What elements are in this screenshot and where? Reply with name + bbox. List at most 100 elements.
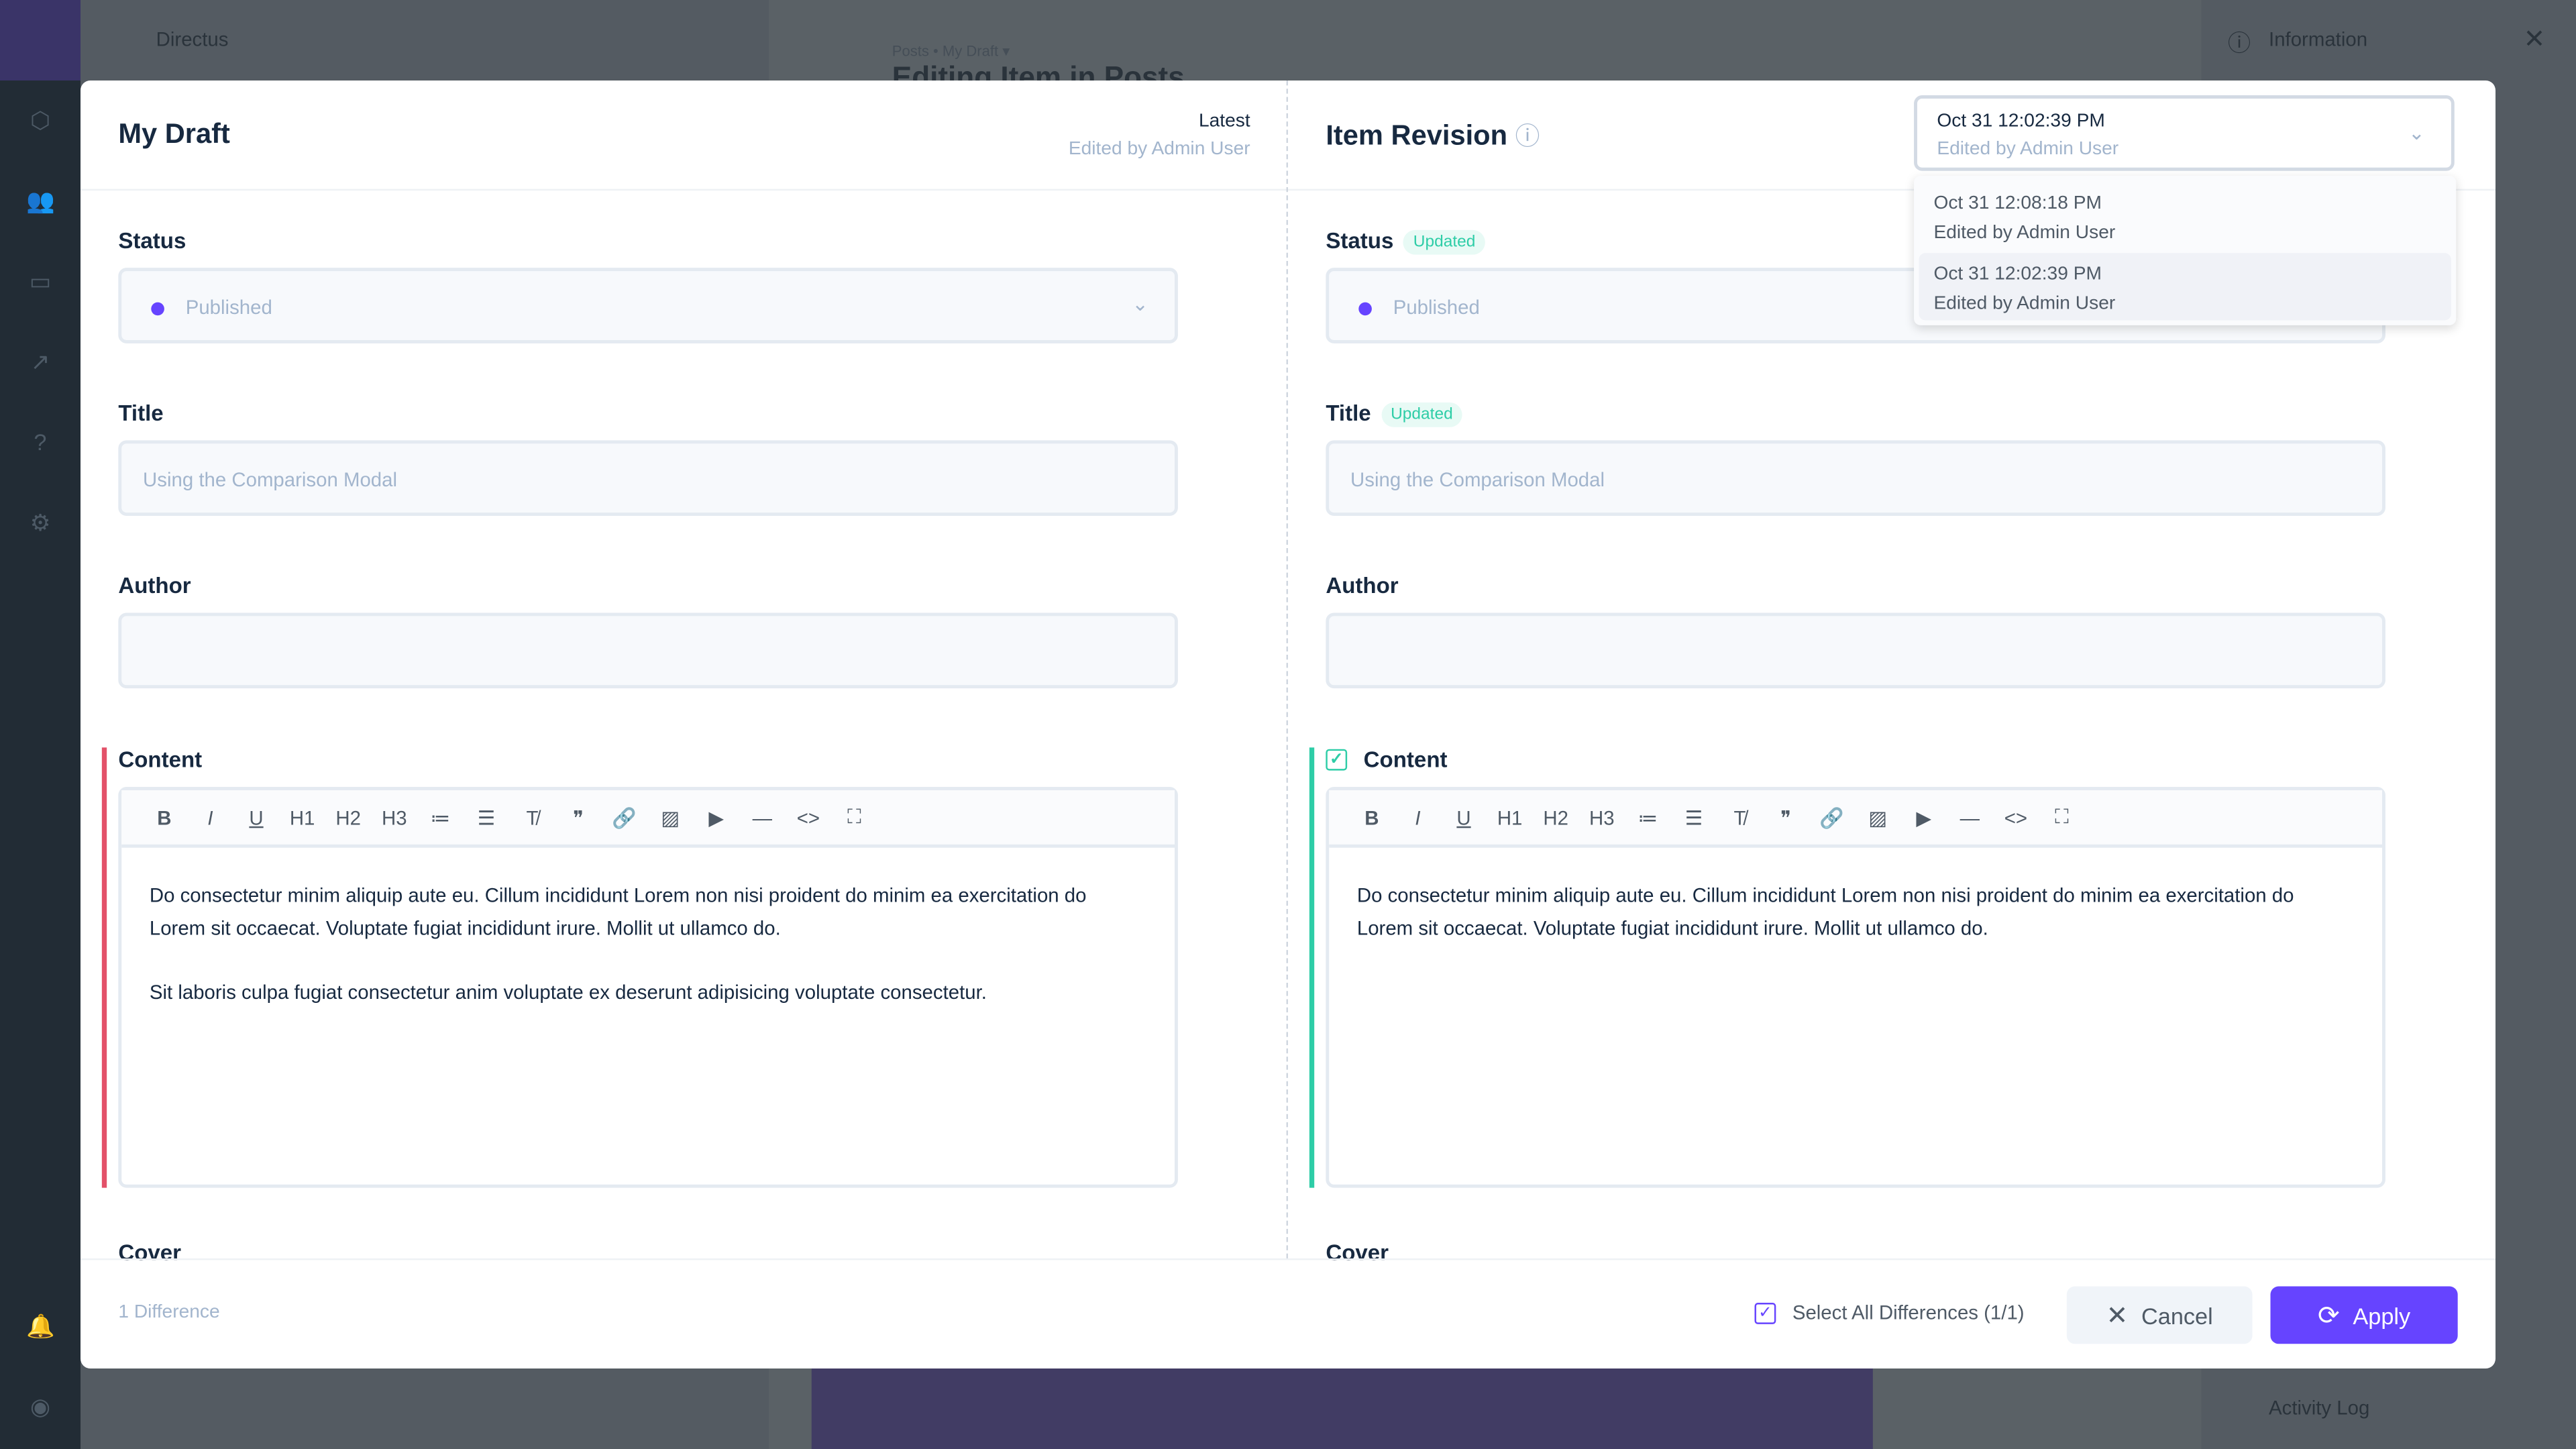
quote-icon[interactable]: ❞: [573, 806, 584, 829]
image-icon: ▨: [1868, 806, 1888, 829]
underline-icon[interactable]: U: [249, 806, 264, 829]
breadcrumb: Posts • My Draft ▾: [892, 42, 1010, 60]
bold-icon[interactable]: B: [157, 806, 172, 829]
status-select[interactable]: Published ⌄: [118, 268, 1178, 343]
updated-badge: Updated: [1381, 402, 1463, 427]
content-label: Content: [1363, 747, 1448, 773]
ordered-list-icon[interactable]: ≔: [430, 806, 451, 829]
status-dot: [151, 302, 164, 316]
notifications-icon[interactable]: 🔔: [26, 1312, 55, 1339]
cover-label: Cover: [118, 1240, 182, 1265]
pane-title: Item Revision: [1326, 119, 1508, 152]
h1-icon: H1: [1497, 806, 1523, 829]
status-dot: [1358, 302, 1372, 316]
insights-icon[interactable]: ↗: [30, 348, 50, 375]
difference-count: 1 Difference: [118, 1303, 220, 1323]
h1-icon[interactable]: H1: [289, 806, 315, 829]
underline-icon: U: [1456, 806, 1471, 829]
video-icon: ▶: [1916, 806, 1932, 829]
author-label: Author: [1326, 573, 1399, 598]
content-checkbox[interactable]: ✓: [1326, 749, 1348, 771]
bullet-list-icon: ☰: [1684, 806, 1703, 829]
module-bar: ⬡ 👥 ▭ ↗ ? ⚙ 🔔 ◉: [0, 0, 81, 1449]
title-input[interactable]: Using the Comparison Modal: [118, 440, 1178, 516]
apply-icon: ⟳: [2317, 1301, 2340, 1330]
editor-toolbar: B I U H1 H2 H3 ≔ ☰ T̸ ❞ 🔗 ▨ ▶ — <> ⛶: [1329, 790, 2383, 848]
settings-icon[interactable]: ⚙: [30, 509, 51, 536]
content-label: Content: [118, 747, 203, 773]
title-label: Title: [1326, 400, 1371, 426]
cover-image: [811, 1368, 1873, 1449]
revision-select[interactable]: Oct 31 12:02:39 PM Edited by Admin User …: [1914, 95, 2455, 171]
updated-badge: Updated: [1403, 229, 1486, 255]
quote-icon: ❞: [1780, 806, 1791, 829]
code-icon[interactable]: <>: [796, 806, 820, 829]
chevron-down-icon: ⌄: [1132, 292, 1148, 316]
link-icon: 🔗: [1819, 806, 1844, 829]
hr-icon: —: [1960, 806, 1980, 829]
editor-content: Do consectetur minim aliquip aute eu. Ci…: [1356, 883, 2294, 939]
removed-indicator: [101, 747, 107, 1188]
hr-icon[interactable]: —: [752, 806, 773, 829]
directus-logo: [0, 0, 81, 81]
info-icon: ⓘ: [2227, 30, 2251, 56]
revision-option[interactable]: Oct 31 12:08:18 PM Edited by Admin User: [1933, 193, 2116, 244]
h2-icon: H2: [1543, 806, 1568, 829]
files-icon[interactable]: ▭: [29, 268, 52, 294]
revision-option-active[interactable]: Oct 31 12:02:39 PM Edited by Admin User: [1919, 253, 2451, 321]
help-icon[interactable]: ?: [34, 429, 47, 455]
bullet-list-icon[interactable]: ☰: [477, 806, 496, 829]
editor-toolbar: B I U H1 H2 H3 ≔ ☰ T̸ ❞ 🔗 ▨ ▶ — <> ⛶: [121, 790, 1175, 848]
image-icon[interactable]: ▨: [661, 806, 680, 829]
h2-icon[interactable]: H2: [335, 806, 361, 829]
close-icon[interactable]: ✕: [2523, 26, 2546, 54]
video-icon[interactable]: ▶: [708, 806, 724, 829]
user-icon[interactable]: ◉: [30, 1393, 50, 1419]
ordered-list-icon: ≔: [1638, 806, 1658, 829]
title-label: Title: [118, 400, 164, 426]
cancel-button[interactable]: ✕ Cancel: [2066, 1286, 2253, 1344]
checkbox-checked-icon[interactable]: ✓: [1754, 1301, 1776, 1324]
cover-label: Cover: [1326, 1240, 1389, 1265]
author-input: [1326, 612, 2385, 689]
modal-footer: 1 Difference ✓ Select All Differences (1/…: [80, 1258, 2496, 1368]
activity-log[interactable]: Activity Log: [2269, 1396, 2370, 1419]
author-input[interactable]: [118, 612, 1178, 689]
version-editor: Edited by Admin User: [1068, 140, 1250, 160]
status-label: Status: [118, 228, 186, 254]
clear-format-icon[interactable]: T̸: [526, 806, 539, 829]
h3-icon: H3: [1589, 806, 1615, 829]
users-icon[interactable]: 👥: [26, 187, 55, 214]
fullscreen-icon[interactable]: ⛶: [847, 805, 861, 828]
version-label: Latest: [1198, 111, 1250, 131]
added-indicator: [1309, 747, 1315, 1188]
chevron-down-icon: ⌄: [2408, 121, 2425, 145]
italic-icon[interactable]: I: [207, 806, 213, 829]
project-name: Directus: [156, 28, 229, 51]
fullscreen-icon: ⛶: [2055, 805, 2069, 828]
pane-title: My Draft: [118, 118, 230, 150]
editor-content[interactable]: Do consectetur minim aliquip aute eu. Ci…: [149, 883, 1087, 1004]
link-icon[interactable]: 🔗: [612, 806, 637, 829]
close-icon: ✕: [2106, 1301, 2129, 1330]
revision-dropdown: Oct 31 12:08:18 PM Edited by Admin User …: [1914, 176, 2457, 325]
apply-button[interactable]: ⟳ Apply: [2270, 1286, 2458, 1344]
h3-icon[interactable]: H3: [381, 806, 407, 829]
current-pane: My Draft Latest Edited by Admin User Sta…: [80, 80, 1289, 1265]
content-icon[interactable]: ⬡: [30, 107, 50, 133]
bold-icon: B: [1364, 806, 1379, 829]
author-label: Author: [118, 573, 191, 598]
info-title[interactable]: Information: [2269, 28, 2368, 51]
info-icon[interactable]: ⓘ: [1515, 123, 1540, 152]
revision-pane: Item Revision ⓘ Status Updated Published …: [1288, 80, 2496, 1265]
comparison-modal: My Draft Latest Edited by Admin User Sta…: [80, 80, 2496, 1369]
content-editor[interactable]: B I U H1 H2 H3 ≔ ☰ T̸ ❞ 🔗 ▨ ▶ — <> ⛶ Do consectetur min…: [118, 787, 1178, 1188]
content-editor: B I U H1 H2 H3 ≔ ☰ T̸ ❞ 🔗 ▨ ▶ — <> ⛶ Do consectetur min…: [1326, 787, 2385, 1188]
code-icon: <>: [2004, 806, 2028, 829]
italic-icon: I: [1415, 806, 1421, 829]
clear-format-icon: T̸: [1733, 806, 1746, 829]
title-input: Using the Comparison Modal: [1326, 440, 2385, 516]
select-all-differences[interactable]: ✓ Select All Differences (1/1): [1754, 1301, 2025, 1324]
pane-divider: [1286, 80, 1289, 1258]
status-label: Status: [1326, 228, 1394, 254]
